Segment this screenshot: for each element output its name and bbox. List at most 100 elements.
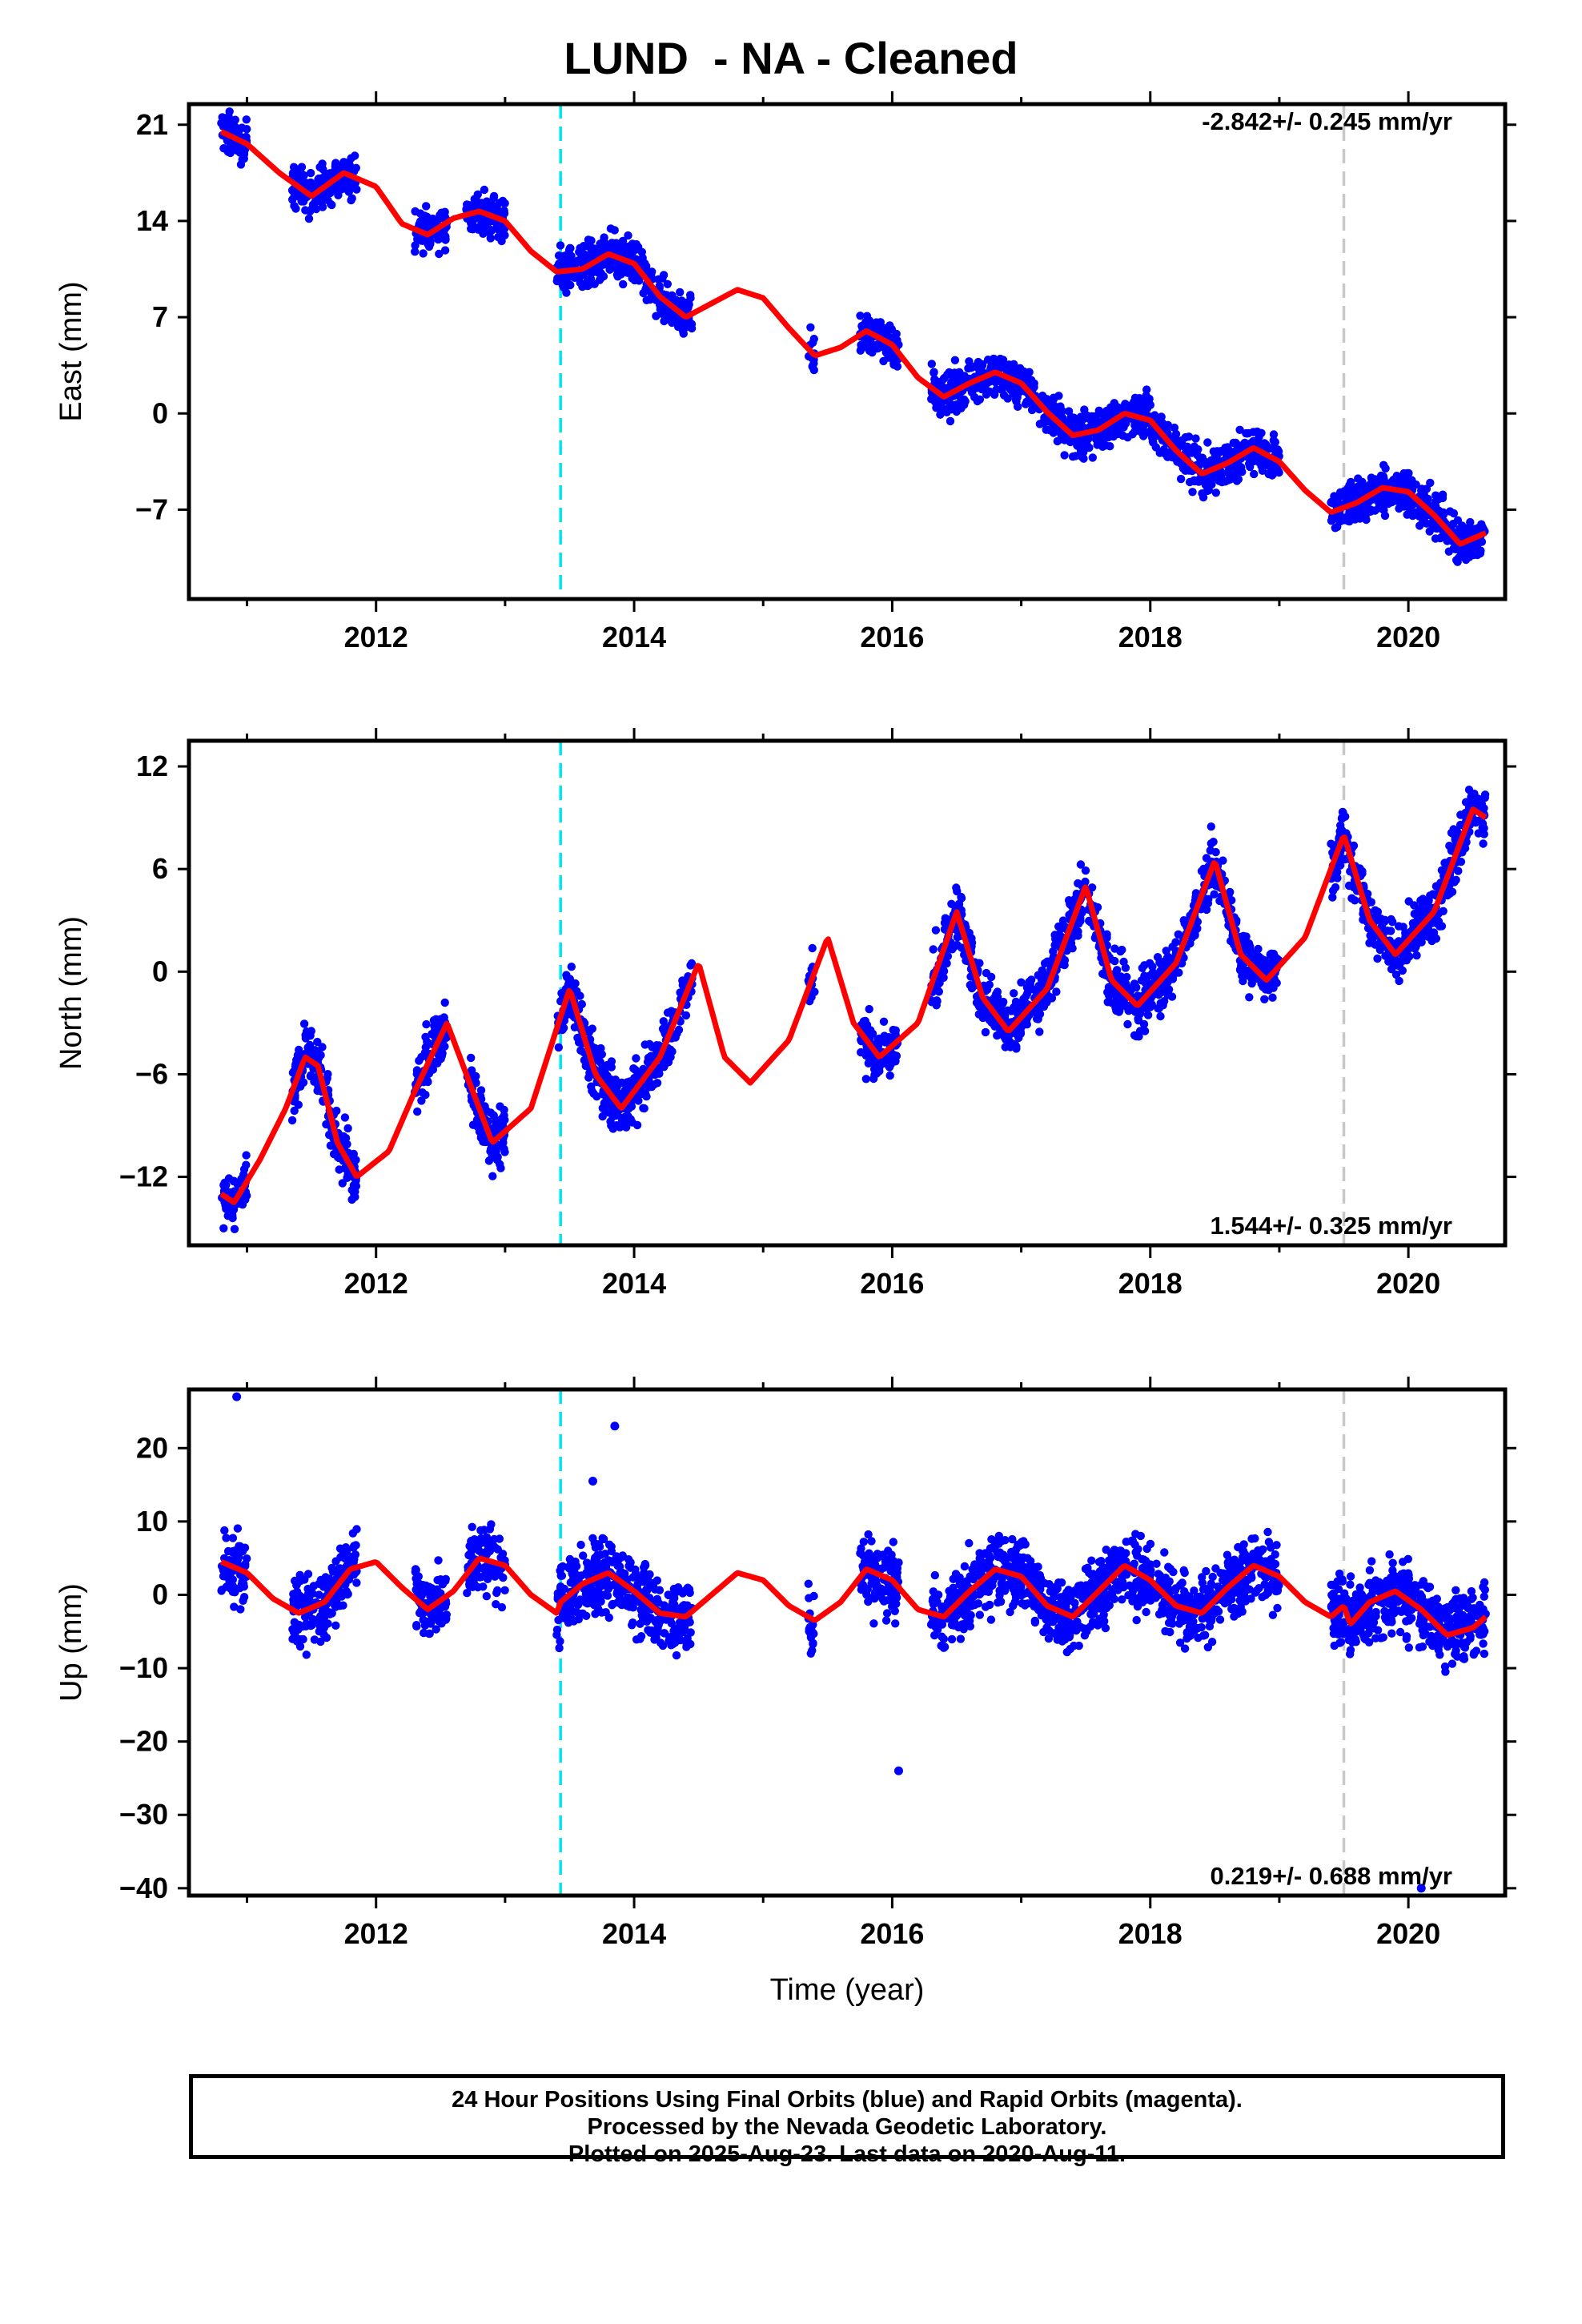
north-data-point xyxy=(1017,978,1026,987)
up-data-point xyxy=(241,1562,250,1570)
east-data-point xyxy=(1426,478,1435,488)
east-data-point xyxy=(685,300,693,309)
north-data-point xyxy=(241,1195,250,1204)
east-data-point xyxy=(998,363,1007,372)
east-data-point xyxy=(587,236,596,245)
up-data-point xyxy=(223,1570,232,1579)
north-data-point xyxy=(986,972,996,982)
north-data-point xyxy=(294,1100,303,1109)
east-data-point xyxy=(291,189,300,198)
east-data-point xyxy=(469,222,478,231)
up-data-point xyxy=(315,1590,323,1599)
east-x-tick-label: 2020 xyxy=(1376,621,1440,653)
up-data-point xyxy=(351,1541,360,1550)
east-data-point xyxy=(1113,429,1122,438)
north-data-point xyxy=(351,1156,360,1164)
north-data-point xyxy=(992,1002,1002,1011)
east-data-point xyxy=(1078,415,1088,424)
north-data-point xyxy=(1142,1004,1151,1013)
north-data-point xyxy=(998,1010,1008,1019)
up-data-point xyxy=(236,1605,245,1614)
east-data-point xyxy=(946,416,955,426)
east-x-tick-label: 2018 xyxy=(1118,621,1182,653)
north-data-point xyxy=(1123,1019,1132,1029)
north-data-point xyxy=(640,1104,648,1113)
east-data-point xyxy=(242,115,251,124)
east-data-point xyxy=(1043,399,1052,408)
east-data-point xyxy=(590,247,600,257)
up-data-point xyxy=(352,1578,361,1587)
east-data-point xyxy=(1152,415,1162,424)
north-data-point xyxy=(1050,940,1059,950)
east-data-point xyxy=(624,231,632,240)
north-y-axis-label: North (mm) xyxy=(54,916,88,1070)
north-data-point xyxy=(1076,914,1085,923)
east-data-point xyxy=(1199,493,1208,502)
east-data-point xyxy=(1381,499,1390,509)
east-data-point xyxy=(1432,492,1441,501)
east-data-point xyxy=(1387,493,1396,501)
north-data-point xyxy=(1439,907,1447,916)
east-data-point xyxy=(1461,551,1470,561)
east-data-point xyxy=(422,202,431,211)
north-data-point xyxy=(1391,970,1401,979)
up-data-point xyxy=(239,1578,248,1588)
east-data-point xyxy=(1214,448,1223,458)
east-data-point xyxy=(1012,397,1021,406)
north-data-point xyxy=(318,1043,327,1051)
north-data-point xyxy=(598,1062,607,1071)
east-data-point xyxy=(932,404,941,412)
north-data-point xyxy=(1010,1039,1019,1049)
east-data-point xyxy=(341,180,351,189)
east-data-point xyxy=(1060,451,1069,460)
east-data-point xyxy=(1472,543,1480,552)
east-data-point xyxy=(562,288,571,297)
east-data-point xyxy=(1237,463,1246,472)
north-data-point xyxy=(1480,793,1490,802)
north-data-point xyxy=(1431,934,1441,943)
up-data-point xyxy=(339,1601,347,1610)
north-data-point xyxy=(571,979,580,988)
up-data-point xyxy=(352,1525,361,1534)
east-data-point xyxy=(1437,533,1446,542)
east-data-point xyxy=(809,361,817,370)
north-data-point xyxy=(488,1172,497,1180)
east-data-point xyxy=(1355,513,1364,522)
north-data-point xyxy=(596,1043,605,1053)
east-data-point xyxy=(321,175,330,183)
east-data-point xyxy=(224,112,233,121)
north-data-point xyxy=(1335,826,1344,836)
east-data-point xyxy=(487,201,496,210)
east-data-point xyxy=(612,243,620,252)
north-data-point xyxy=(666,1045,675,1054)
north-data-point xyxy=(1153,953,1162,962)
east-data-point xyxy=(1053,436,1062,446)
north-data-point xyxy=(500,1105,508,1115)
east-data-point xyxy=(652,312,661,320)
north-data-point xyxy=(1087,883,1097,892)
north-data-point xyxy=(496,1116,504,1125)
east-data-point xyxy=(1142,385,1151,394)
north-data-point xyxy=(929,945,938,954)
up-data-point xyxy=(223,1546,233,1556)
east-data-point xyxy=(1345,517,1354,526)
north-data-point xyxy=(1341,812,1350,821)
north-data-point xyxy=(584,1073,593,1082)
east-data-point xyxy=(426,239,435,248)
north-data-point xyxy=(572,987,581,995)
east-data-point xyxy=(1253,427,1262,436)
north-data-point xyxy=(631,1065,640,1075)
north-data-point xyxy=(230,1224,239,1234)
east-data-point xyxy=(486,234,495,243)
east-data-point xyxy=(618,240,628,249)
north-data-point xyxy=(1414,907,1423,916)
east-data-point xyxy=(1376,471,1386,480)
east-data-point xyxy=(936,410,945,419)
north-data-point xyxy=(1098,969,1107,979)
north-data-point xyxy=(1207,822,1216,831)
north-data-point xyxy=(1413,915,1422,925)
north-data-point xyxy=(1114,1007,1123,1016)
east-data-point xyxy=(1351,485,1359,494)
east-data-point xyxy=(1473,550,1482,560)
north-data-point xyxy=(436,1015,445,1023)
